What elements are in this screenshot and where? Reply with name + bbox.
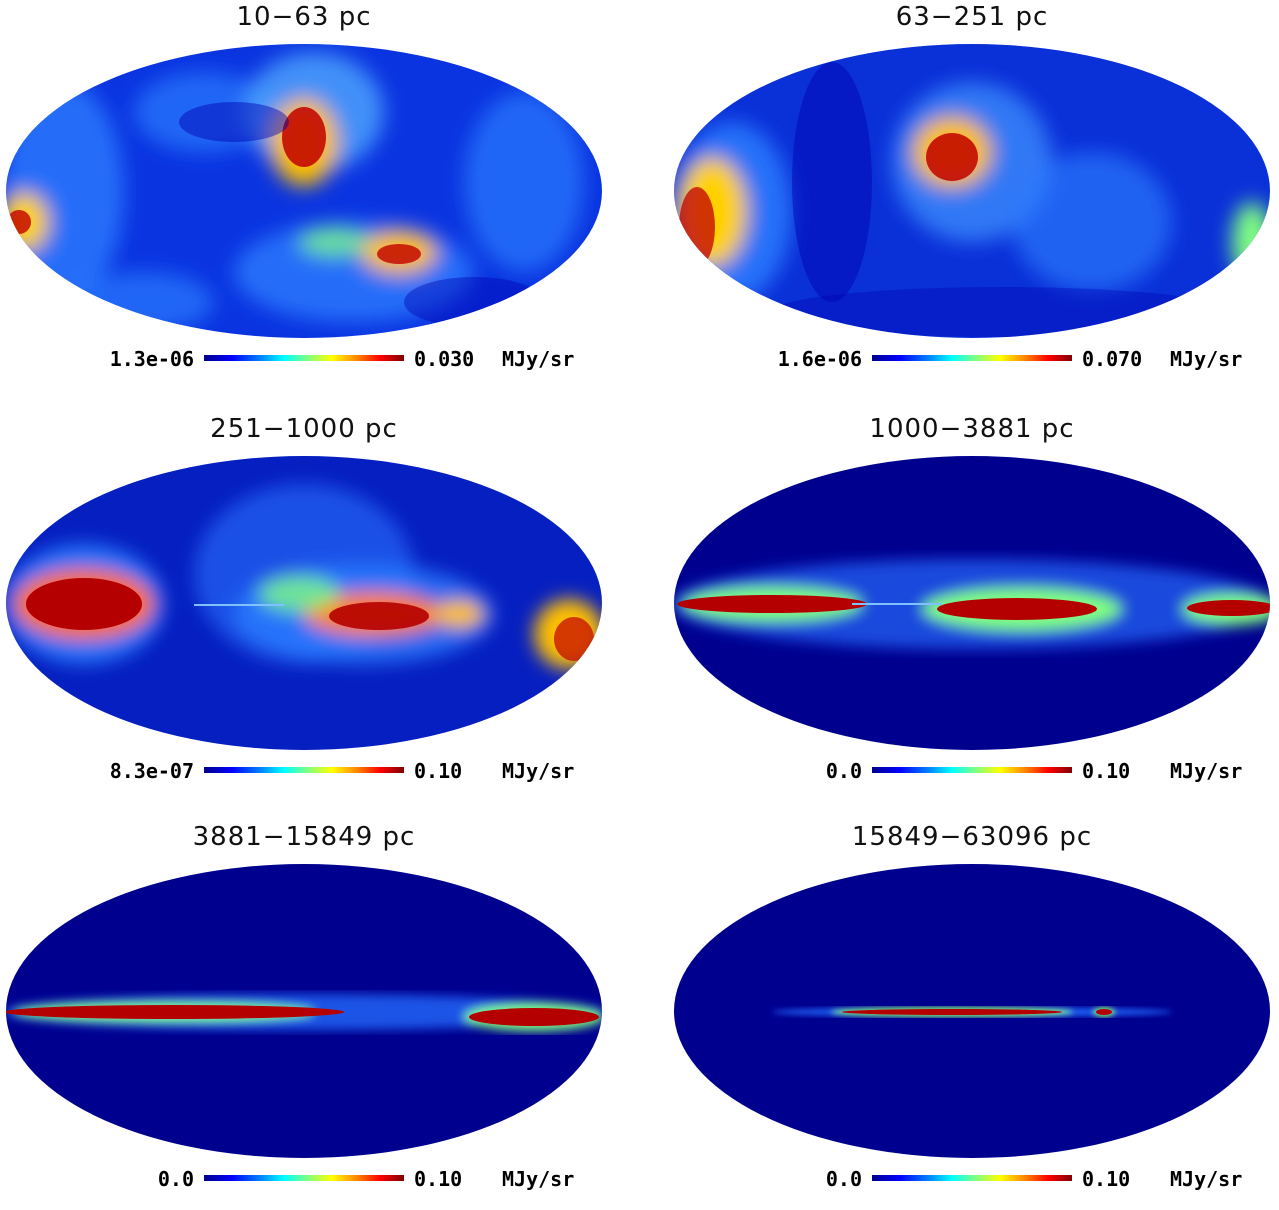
colorbar-min: 0.0 [157,1167,194,1191]
colorbar-unit: MJy/sr [1170,759,1243,783]
colorbar-unit: MJy/sr [502,759,575,783]
colorbar-max: 0.030 [414,347,475,371]
colorbar-unit: MJy/sr [502,1167,575,1191]
colorbar-max: 0.10 [1082,759,1131,783]
colorbar-row: 1.3e-06 0.030 MJy/sr [4,345,604,375]
colorbar-min: 0.0 [825,1167,862,1191]
mollweide-map [672,42,1272,340]
colorbar-min: 1.3e-06 [109,347,194,371]
colorbar [872,355,1072,361]
mollweide-map [672,454,1272,752]
sky-map-image [674,44,1270,338]
panel-title: 1000−3881 pc [869,414,1075,444]
panel-title: 63−251 pc [895,2,1049,32]
colorbar-row: 8.3e-07 0.10 MJy/sr [4,757,604,787]
colorbar-row: 0.0 0.10 MJy/sr [672,1165,1272,1195]
panel-title: 15849−63096 pc [851,822,1093,852]
sky-map-image [674,864,1270,1158]
colorbar-min: 8.3e-07 [109,759,194,783]
sky-map-image [674,456,1270,750]
sky-map-image [6,44,602,338]
colorbar [872,767,1072,773]
panel-63-251: 63−251 pc [672,0,1272,390]
panel-10-63: 10−63 pc [4,0,604,390]
colorbar-unit: MJy/sr [502,347,575,371]
panel-title: 251−1000 pc [210,414,398,444]
panel-3881-15849: 3881−15849 pc 0.0 0.10 MJy/sr [4,820,604,1210]
panel-1000-3881: 1000−3881 pc 0.0 [672,412,1272,802]
colorbar-max: 0.10 [1082,1167,1131,1191]
colorbar-unit: MJy/sr [1170,1167,1243,1191]
colorbar-min: 0.0 [825,759,862,783]
mollweide-map [4,42,604,340]
colorbar-max: 0.10 [414,759,463,783]
colorbar [204,355,404,361]
panel-title: 3881−15849 pc [192,822,416,852]
colorbar-row: 0.0 0.10 MJy/sr [4,1165,604,1195]
mollweide-map [4,454,604,752]
colorbar-unit: MJy/sr [1170,347,1243,371]
colorbar-max: 0.070 [1082,347,1143,371]
panel-15849-63096: 15849−63096 pc 0.0 0.10 MJy/sr [672,820,1272,1210]
colorbar-row: 1.6e-06 0.070 MJy/sr [672,345,1272,375]
colorbar-min: 1.6e-06 [777,347,862,371]
sky-map-image [6,456,602,750]
sky-map-image [6,864,602,1158]
panel-251-1000: 251−1000 pc [4,412,604,802]
colorbar [204,1175,404,1181]
colorbar-max: 0.10 [414,1167,463,1191]
panel-title: 10−63 pc [236,2,372,32]
mollweide-map [672,862,1272,1160]
colorbar [872,1175,1072,1181]
colorbar [204,767,404,773]
colorbar-row: 0.0 0.10 MJy/sr [672,757,1272,787]
mollweide-map [4,862,604,1160]
